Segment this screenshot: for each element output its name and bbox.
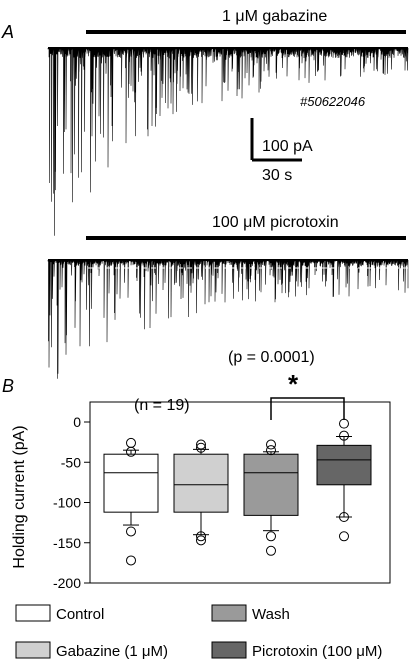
outlier-point xyxy=(266,545,276,556)
cell-id: #50622046 xyxy=(300,94,366,109)
legend-swatch xyxy=(15,641,51,659)
legend-item-4: Picrotoxin (100 μM) xyxy=(211,641,382,660)
gabazine-label: 1 μM gabazine xyxy=(222,8,327,25)
panel-b-label: B xyxy=(2,376,14,396)
outlier-point xyxy=(266,531,276,542)
outlier-point xyxy=(339,511,349,522)
plot-frame xyxy=(89,401,391,584)
legend-item-3: Wash xyxy=(211,604,290,623)
outlier-point xyxy=(196,442,206,453)
legend-swatch xyxy=(211,641,247,659)
outlier-point xyxy=(196,535,206,546)
box-iqr xyxy=(243,453,299,516)
box-4 xyxy=(316,418,372,542)
y-tick-label: -200 xyxy=(53,575,81,591)
outlier-point xyxy=(339,418,349,429)
outlier-point xyxy=(126,526,136,537)
y-tick-label: 0 xyxy=(73,414,81,430)
panel-a-label: A xyxy=(1,22,14,42)
outlier-point xyxy=(196,439,206,450)
legend-label: Gabazine (1 μM) xyxy=(56,643,168,660)
y-tick-label: -150 xyxy=(53,535,81,551)
p-value: (p = 0.0001) xyxy=(228,349,315,366)
outlier-point xyxy=(266,445,276,456)
gabazine-current-trace xyxy=(47,46,409,236)
legend-item-1: Control xyxy=(15,604,104,623)
y-tick-label: -100 xyxy=(53,495,81,511)
outlier-point xyxy=(339,531,349,542)
outlier-point xyxy=(126,555,136,566)
box-plot-area xyxy=(103,418,372,566)
box-2 xyxy=(173,439,229,546)
legend-label: Picrotoxin (100 μM) xyxy=(252,643,382,660)
legend: Control Wash Gabazine (1 μM) Picrotoxin (10… xyxy=(15,604,382,660)
outlier-point xyxy=(196,531,206,542)
box-iqr xyxy=(103,453,159,513)
y-axis-label: Holding current (pA) xyxy=(11,425,28,568)
box-iqr xyxy=(173,453,229,513)
trace-path xyxy=(47,46,409,236)
scale-time-label: 30 s xyxy=(262,167,292,184)
y-axis: 0 -50 -100 -150 -200 xyxy=(53,401,391,591)
significance-star: * xyxy=(288,369,299,399)
outlier-point xyxy=(266,439,276,450)
legend-label: Control xyxy=(56,606,104,623)
scale-current-label: 100 pA xyxy=(262,138,313,155)
box-3 xyxy=(243,439,299,556)
y-tick-label: -50 xyxy=(61,454,81,470)
outlier-point xyxy=(339,430,349,441)
box-iqr xyxy=(316,444,372,486)
n-count: (n = 19) xyxy=(134,397,190,414)
picrotoxin-label: 100 μM picrotoxin xyxy=(212,214,339,231)
picrotoxin-current-trace xyxy=(47,258,409,379)
significance-bracket xyxy=(270,397,345,420)
box-1 xyxy=(103,437,159,566)
outlier-point xyxy=(126,437,136,448)
legend-swatch xyxy=(15,604,51,622)
legend-swatch xyxy=(211,604,247,622)
legend-item-2: Gabazine (1 μM) xyxy=(15,641,168,660)
legend-label: Wash xyxy=(252,606,290,623)
